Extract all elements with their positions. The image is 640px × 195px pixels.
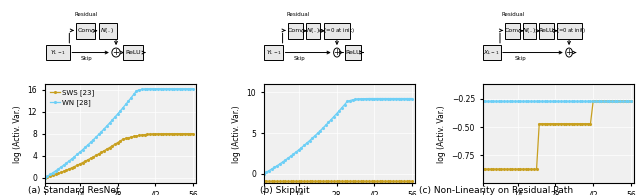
Text: Residual: Residual (75, 12, 98, 17)
SWS [23] (138, 134, 146, 136)
SWS [23] (41, 177, 49, 179)
FancyBboxPatch shape (483, 45, 500, 60)
Y-axis label: log (Activ. Var.): log (Activ. Var.) (232, 105, 241, 163)
Text: Skip: Skip (81, 56, 92, 61)
FancyBboxPatch shape (306, 23, 321, 39)
Text: Conv: Conv (77, 28, 93, 33)
Text: (b) SkipInit: (b) SkipInit (260, 186, 310, 195)
SWS [23] (44, 176, 51, 178)
Y-axis label: log (Activ. Var.): log (Activ. Var.) (13, 105, 22, 163)
Text: (a) Standard ResNet: (a) Standard ResNet (28, 186, 120, 195)
Legend: SWS [23], WN [28]: SWS [23], WN [28] (48, 88, 96, 108)
Text: $Y_{L-1}$: $Y_{L-1}$ (266, 48, 282, 57)
Text: +: + (113, 48, 120, 57)
Text: ReLU: ReLU (346, 50, 361, 55)
WN [28] (157, 88, 164, 90)
SWS [23] (189, 132, 197, 135)
Text: $\alpha$ (=0 at init): $\alpha$ (=0 at init) (319, 27, 355, 35)
FancyBboxPatch shape (540, 23, 554, 39)
Text: $N(.)$: $N(.)$ (100, 27, 115, 35)
Line: SWS [23]: SWS [23] (43, 132, 195, 180)
FancyBboxPatch shape (324, 23, 350, 39)
Text: Skip: Skip (294, 56, 306, 61)
Text: Conv: Conv (287, 28, 303, 33)
Line: WN [28]: WN [28] (43, 87, 195, 180)
WN [28] (138, 88, 146, 90)
Text: $X_{L-1}$: $X_{L-1}$ (483, 48, 500, 57)
Y-axis label: log (Activ. Var.): log (Activ. Var.) (437, 105, 446, 163)
Text: Residual: Residual (501, 12, 524, 17)
Text: +: + (566, 48, 573, 57)
FancyBboxPatch shape (45, 45, 70, 60)
FancyBboxPatch shape (557, 23, 582, 39)
SWS [23] (132, 135, 140, 137)
Text: Skip: Skip (515, 56, 526, 61)
Text: Conv: Conv (504, 28, 520, 33)
FancyBboxPatch shape (345, 45, 361, 60)
Text: Residual: Residual (287, 12, 310, 17)
Text: (c) Non-Linearity on Residual Path: (c) Non-Linearity on Residual Path (419, 186, 573, 195)
WN [28] (41, 177, 49, 179)
FancyBboxPatch shape (523, 23, 536, 39)
FancyBboxPatch shape (76, 23, 95, 39)
SWS [23] (154, 133, 162, 135)
WN [28] (189, 88, 197, 90)
Text: ReLU: ReLU (125, 50, 141, 55)
WN [28] (44, 175, 51, 177)
Text: ReLU: ReLU (539, 28, 554, 33)
FancyBboxPatch shape (99, 23, 116, 39)
Text: $N(.)$: $N(.)$ (306, 27, 320, 35)
SWS [23] (95, 153, 102, 155)
Text: $\alpha$ (=0 at init): $\alpha$ (=0 at init) (551, 27, 587, 35)
SWS [23] (125, 137, 132, 139)
FancyBboxPatch shape (264, 45, 284, 60)
SWS [23] (168, 132, 175, 135)
Text: $N(.)$: $N(.)$ (522, 27, 536, 35)
WN [28] (125, 100, 132, 102)
WN [28] (132, 90, 140, 92)
WN [28] (95, 133, 102, 136)
FancyBboxPatch shape (123, 45, 143, 60)
FancyBboxPatch shape (505, 23, 520, 39)
FancyBboxPatch shape (288, 23, 303, 39)
Text: $Y_{L-1}$: $Y_{L-1}$ (50, 48, 66, 57)
Text: +: + (333, 48, 340, 57)
WN [28] (146, 88, 154, 90)
